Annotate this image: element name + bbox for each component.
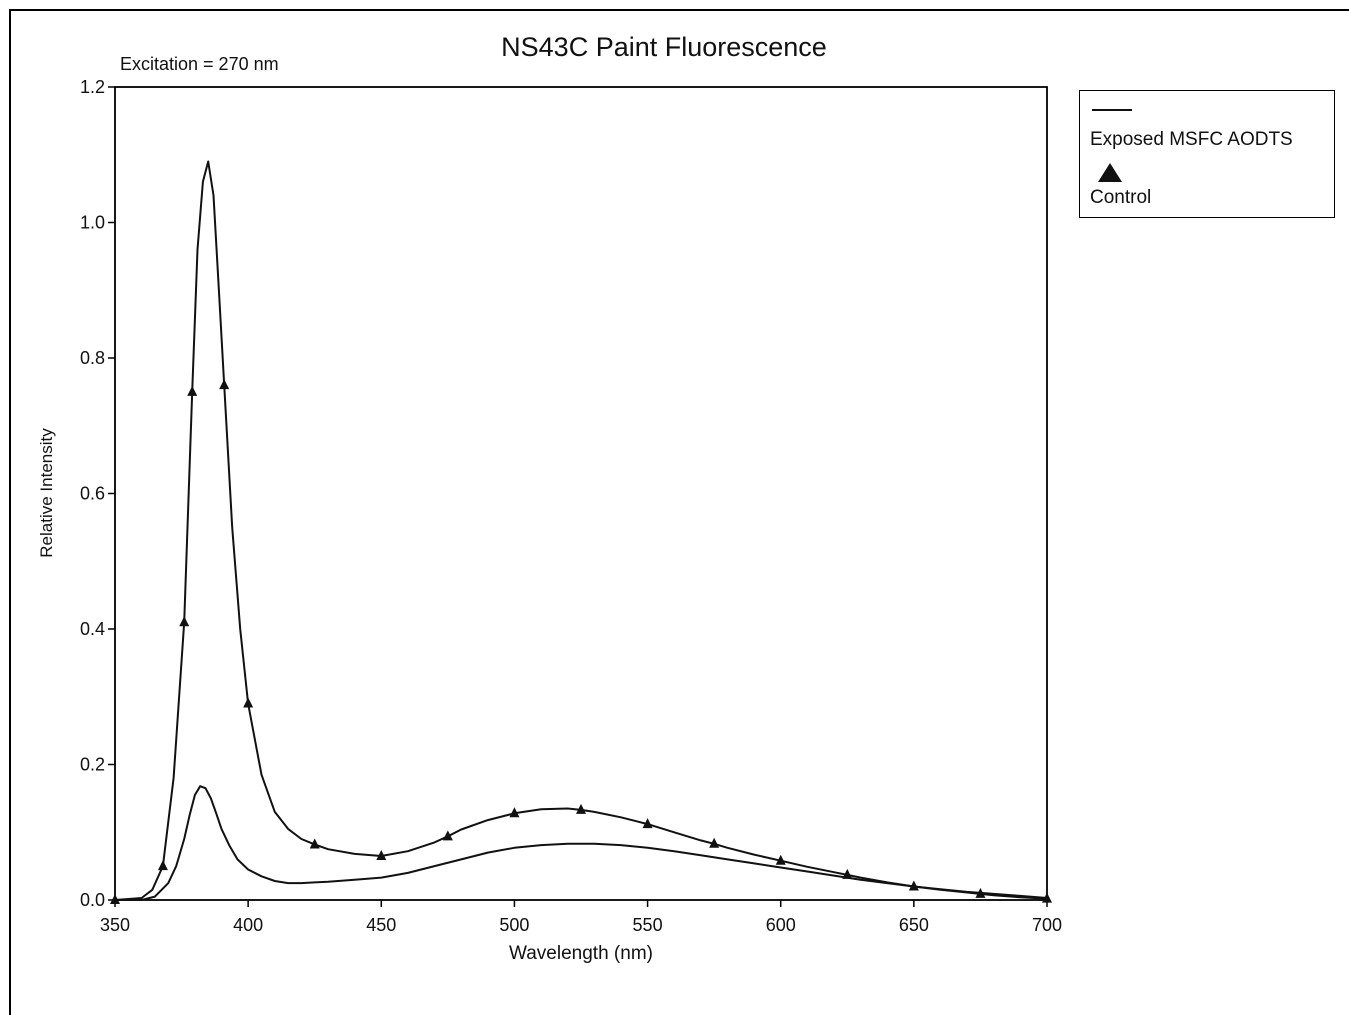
series-control-line [114,160,1048,901]
control-marker-triangle [179,616,190,627]
control-marker-triangle [576,803,586,814]
control-marker-triangle [709,837,720,848]
control-marker-triangle [442,830,453,841]
x-tick-label: 650 [899,915,929,935]
control-marker-triangle [376,849,387,860]
series-exposed-line [115,785,1048,901]
x-axis-ticks: 350 400 450 500 550 600 650 700 [100,900,1062,935]
x-tick-label: 400 [233,915,263,935]
legend-line-swatch [1092,109,1132,111]
legend-triangle-icon [1098,163,1122,182]
x-tick-label: 550 [633,915,663,935]
y-tick-label: 0.6 [80,484,105,504]
chart-frame [9,9,1349,1015]
control-marker-triangle [842,868,853,879]
legend-label-exposed: Exposed MSFC AODTS [1090,129,1293,150]
y-axis-ticks: 0.0 0.2 0.4 0.6 0.8 1.0 1.2 [80,77,115,910]
excitation-annotation: Excitation = 270 nm [120,54,279,74]
control-marker-triangle [1042,892,1052,903]
plot-area [114,86,1048,901]
y-tick-label: 0.2 [80,755,105,775]
legend-label-control: Control [1090,187,1152,208]
control-marker-triangle [243,697,254,708]
x-axis-label: Wavelength (nm) [509,943,653,964]
control-marker-triangle [219,379,230,390]
y-tick-label: 0.4 [80,619,105,639]
y-tick-label: 1.2 [80,77,105,97]
y-axis-label: Relative Intensity [37,428,56,558]
control-marker-triangle [509,807,520,818]
control-marker-triangle [975,887,986,898]
chart-title: NS43C Paint Fluorescence [501,32,827,62]
control-marker-triangle [908,880,919,891]
y-tick-label: 0.0 [80,890,105,910]
control-marker-triangle [157,860,168,871]
x-tick-label: 600 [766,915,796,935]
x-tick-label: 350 [100,915,130,935]
y-tick-label: 1.0 [80,213,105,233]
control-marker-triangle [187,385,198,396]
x-tick-label: 500 [499,915,529,935]
control-marker-triangle [642,818,653,829]
marker-layer [110,379,1052,904]
y-tick-label: 0.8 [80,348,105,368]
x-tick-label: 450 [366,915,396,935]
legend: Exposed MSFC AODTS Control [1079,90,1335,218]
x-tick-label: 700 [1032,915,1062,935]
series-layer [114,160,1048,901]
control-marker-triangle [309,838,320,849]
control-marker-triangle [110,894,120,904]
control-marker-triangle [775,854,786,865]
